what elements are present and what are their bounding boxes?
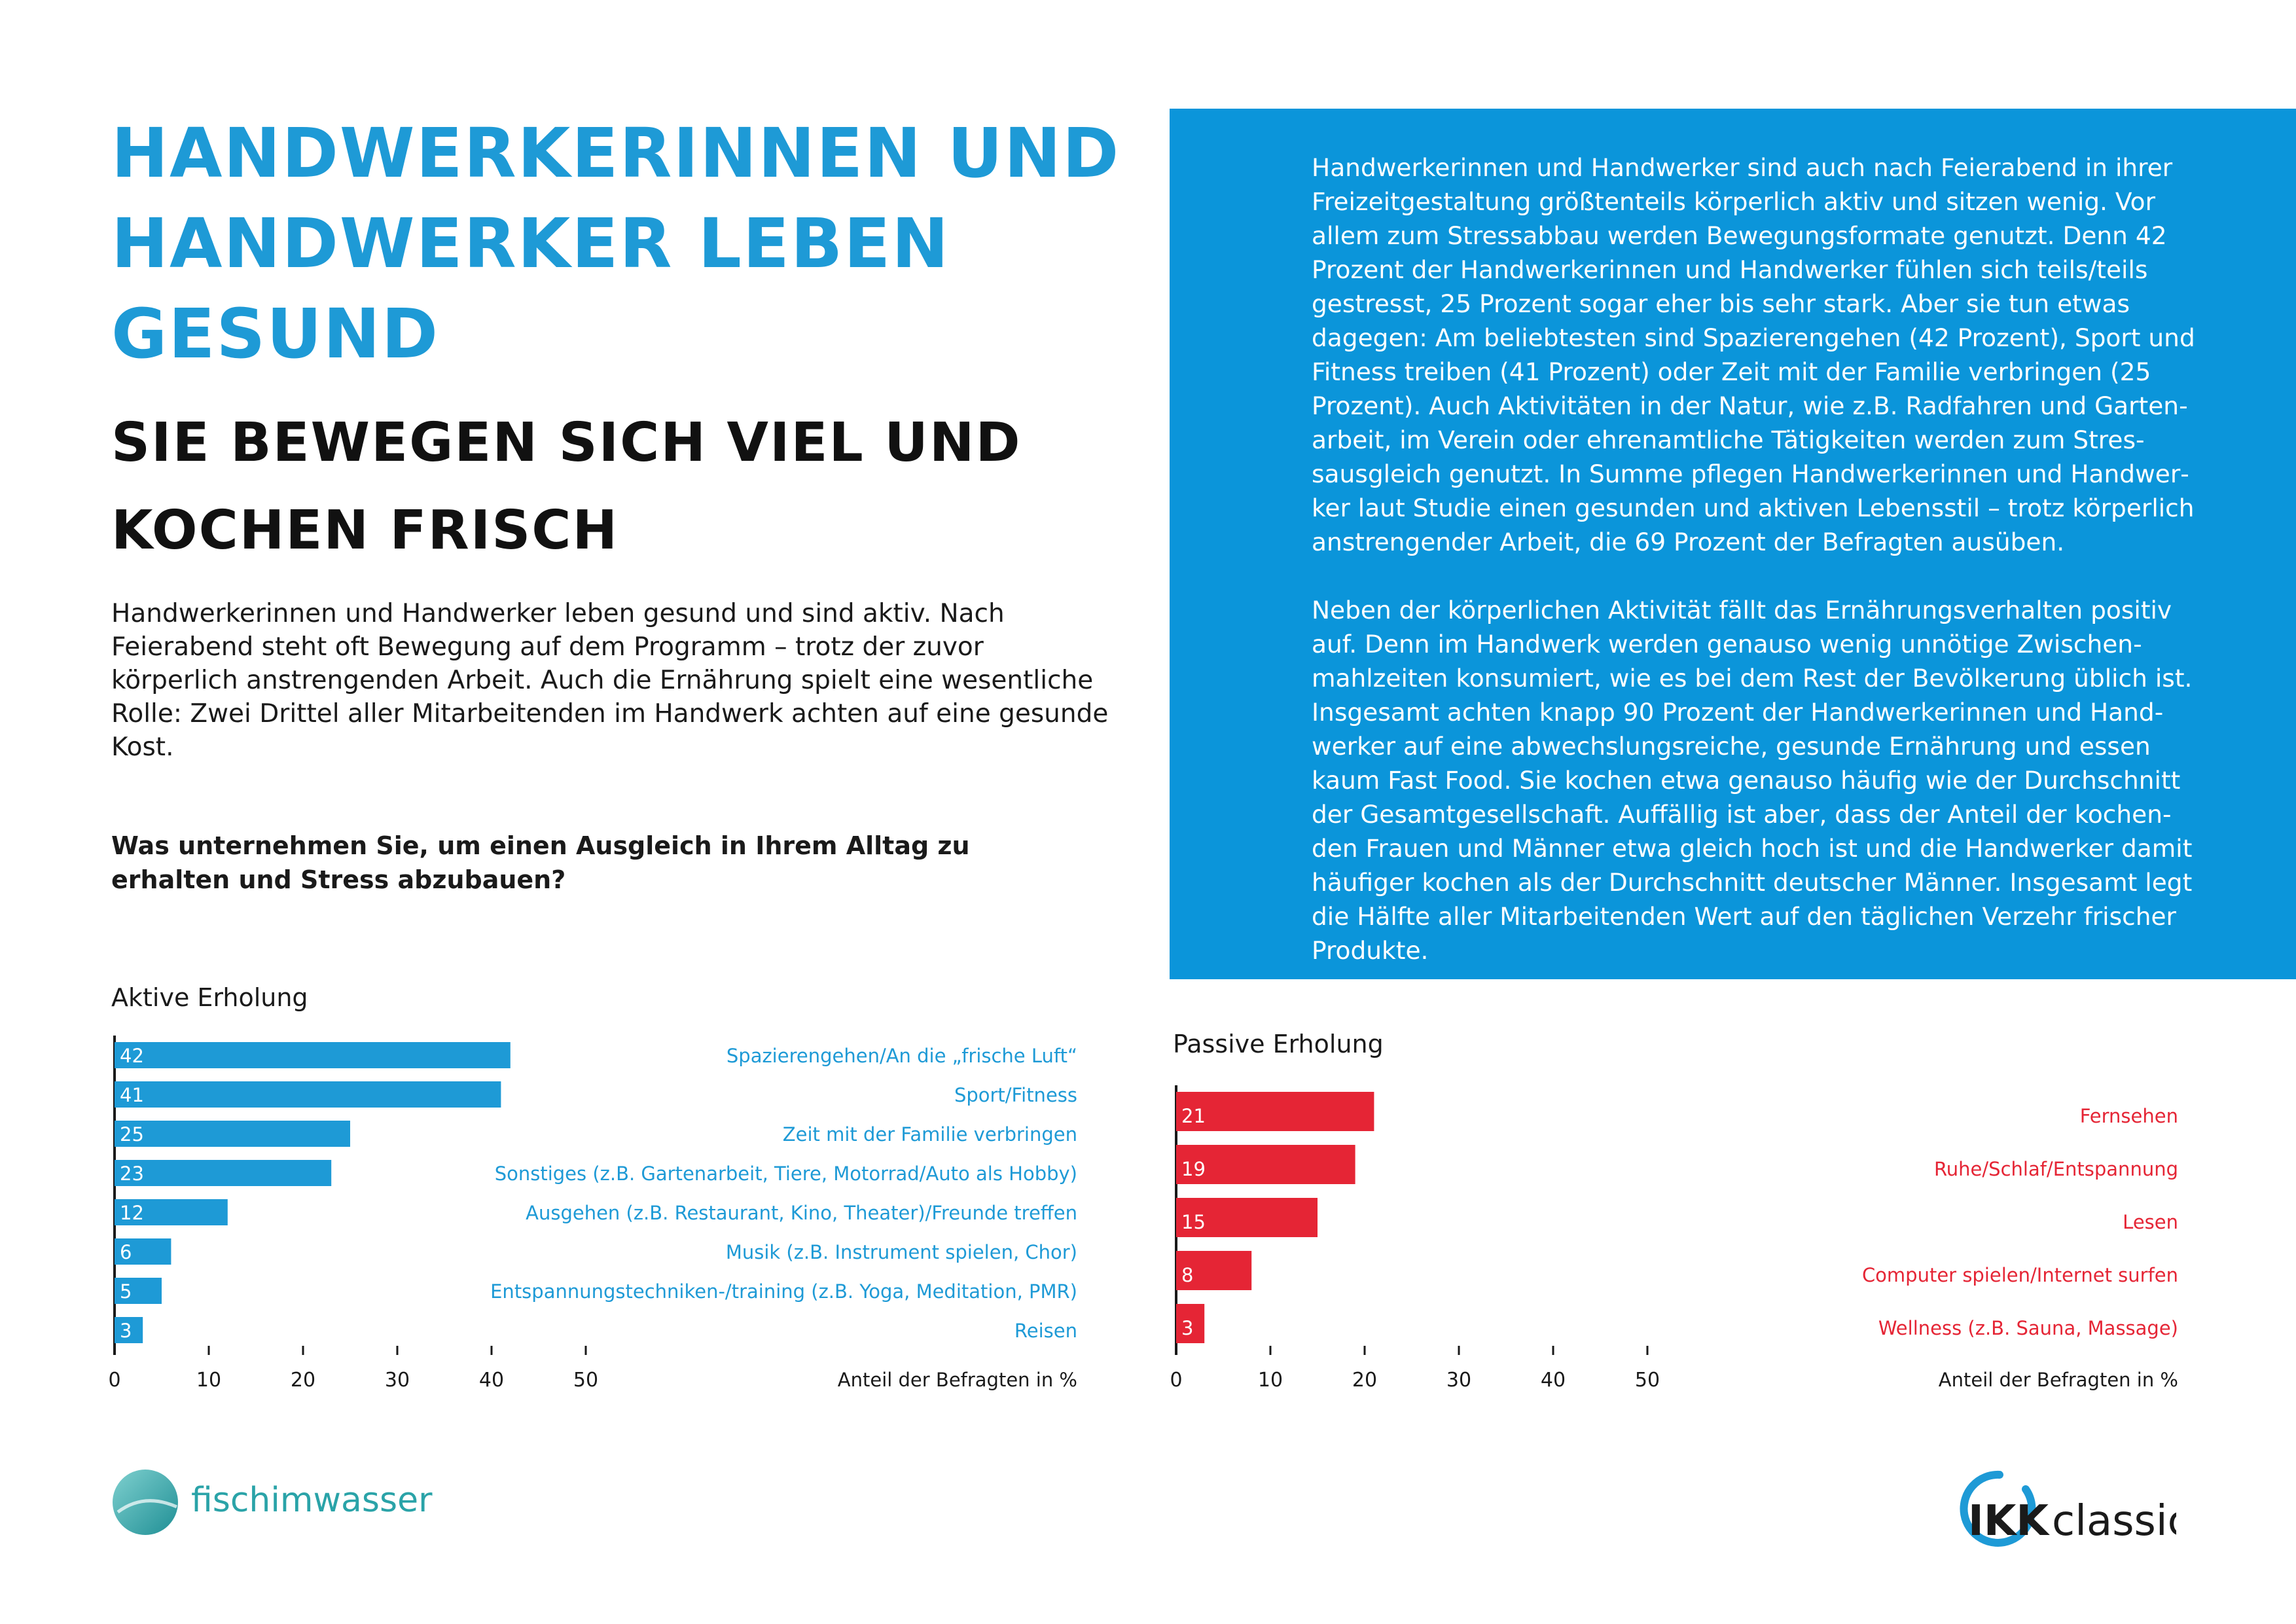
- active-tick-label: 20: [291, 1369, 315, 1392]
- active-value-label: 5: [120, 1280, 132, 1303]
- active-category-label: Sport/Fitness: [954, 1084, 1077, 1106]
- active-tick-label: 0: [108, 1369, 120, 1392]
- passive-tick-label: 10: [1258, 1369, 1283, 1392]
- active-value-label: 6: [120, 1241, 132, 1263]
- active-bar: [115, 1160, 332, 1186]
- passive-x-axis-label: Anteil der Befragten in %: [1939, 1369, 2178, 1391]
- info-paragraph-1: Handwerkerinnen und Handwerker sind auch…: [1312, 153, 2195, 556]
- active-bar: [115, 1121, 350, 1147]
- passive-category-label: Wellness (z.B. Sauna, Massage): [1878, 1317, 2178, 1339]
- active-bar: [115, 1238, 171, 1265]
- active-category-label: Ausgehen (z.B. Restaurant, Kino, Theater…: [526, 1202, 1077, 1224]
- active-bar: [115, 1317, 143, 1343]
- passive-category-label: Computer spielen/Internet surfen: [1862, 1264, 2178, 1286]
- survey-question: Was unternehmen Sie, um einen Ausgleich …: [111, 831, 970, 894]
- passive-category-label: Lesen: [2123, 1211, 2178, 1233]
- passive-bar: [1176, 1198, 1318, 1237]
- passive-bar: [1176, 1251, 1252, 1290]
- page-title: Handwerkerinnen und Handwerker leben ges…: [111, 113, 1121, 374]
- active-tick-label: 30: [385, 1369, 410, 1392]
- active-value-label: 3: [120, 1320, 132, 1342]
- fischimwasser-logo: [113, 1470, 178, 1535]
- active-category-label: Entspannungstechniken-/training (z.B. Yo…: [490, 1280, 1077, 1303]
- passive-bar: [1176, 1145, 1355, 1184]
- chart-title-passive: Passive Erholung: [1173, 1030, 1384, 1058]
- active-bar: [115, 1278, 162, 1304]
- active-value-label: 12: [120, 1202, 144, 1224]
- info-paragraph-2: Neben der körperlichen Aktivität fällt d…: [1312, 596, 2193, 965]
- passive-category-label: Ruhe/Schlaf/Entspannung: [1934, 1158, 2178, 1180]
- info-box-text: Handwerkerinnen und Handwerker sind auch…: [1312, 151, 2208, 1001]
- active-value-label: 42: [120, 1045, 144, 1067]
- page-subtitle: Sie bewegen sich viel und kochen frisch: [111, 412, 1022, 562]
- passive-tick-label: 30: [1446, 1369, 1471, 1392]
- passive-recovery-chart: 21 Fernsehen 19 Ruhe/Schlaf/Entspannung 15 Le…: [1170, 1085, 2178, 1392]
- active-value-label: 25: [120, 1123, 144, 1146]
- active-tick-label: 50: [573, 1369, 598, 1392]
- active-recovery-chart: 42 Spazierengehen/An die „frische Luft“ 41…: [108, 1036, 1077, 1392]
- active-value-label: 23: [120, 1163, 144, 1185]
- passive-category-label: Fernsehen: [2080, 1105, 2178, 1127]
- passive-tick-label: 50: [1635, 1369, 1660, 1392]
- active-tick-label: 40: [479, 1369, 504, 1392]
- passive-value-label: 21: [1181, 1105, 1206, 1127]
- active-category-label: Zeit mit der Familie verbringen: [783, 1123, 1077, 1146]
- passive-bar: [1176, 1092, 1374, 1131]
- chart-title-active: Aktive Erholung: [111, 983, 308, 1012]
- passive-value-label: 19: [1181, 1158, 1206, 1180]
- passive-tick-label: 0: [1170, 1369, 1182, 1392]
- fischimwasser-logo-text: fischimwasser: [191, 1481, 433, 1520]
- active-category-label: Reisen: [1014, 1320, 1077, 1342]
- passive-value-label: 15: [1181, 1211, 1206, 1233]
- ikk-logo-suffix: classic: [2052, 1497, 2176, 1545]
- active-bar: [115, 1081, 501, 1108]
- info-box-background: [1170, 109, 2296, 979]
- passive-value-label: 3: [1181, 1317, 1193, 1339]
- ikk-classic-logo: IKK classic: [1960, 1470, 2176, 1547]
- active-x-axis-label: Anteil der Befragten in %: [838, 1369, 1077, 1391]
- active-category-label: Musik (z.B. Instrument spielen, Chor): [726, 1241, 1077, 1263]
- active-bar: [115, 1042, 511, 1068]
- passive-value-label: 8: [1181, 1264, 1193, 1286]
- passive-tick-label: 20: [1352, 1369, 1377, 1392]
- passive-bar: [1176, 1304, 1205, 1343]
- ikk-logo-prefix: IKK: [1968, 1497, 2050, 1545]
- intro-text: Handwerkerinnen und Handwerker leben ges…: [111, 599, 1109, 762]
- active-value-label: 41: [120, 1084, 144, 1106]
- active-category-label: Spazierengehen/An die „frische Luft“: [726, 1045, 1077, 1067]
- active-bar: [115, 1199, 228, 1225]
- passive-tick-label: 40: [1541, 1369, 1566, 1392]
- active-tick-label: 10: [196, 1369, 221, 1392]
- active-category-label: Sonstiges (z.B. Gartenarbeit, Tiere, Mot…: [495, 1163, 1077, 1185]
